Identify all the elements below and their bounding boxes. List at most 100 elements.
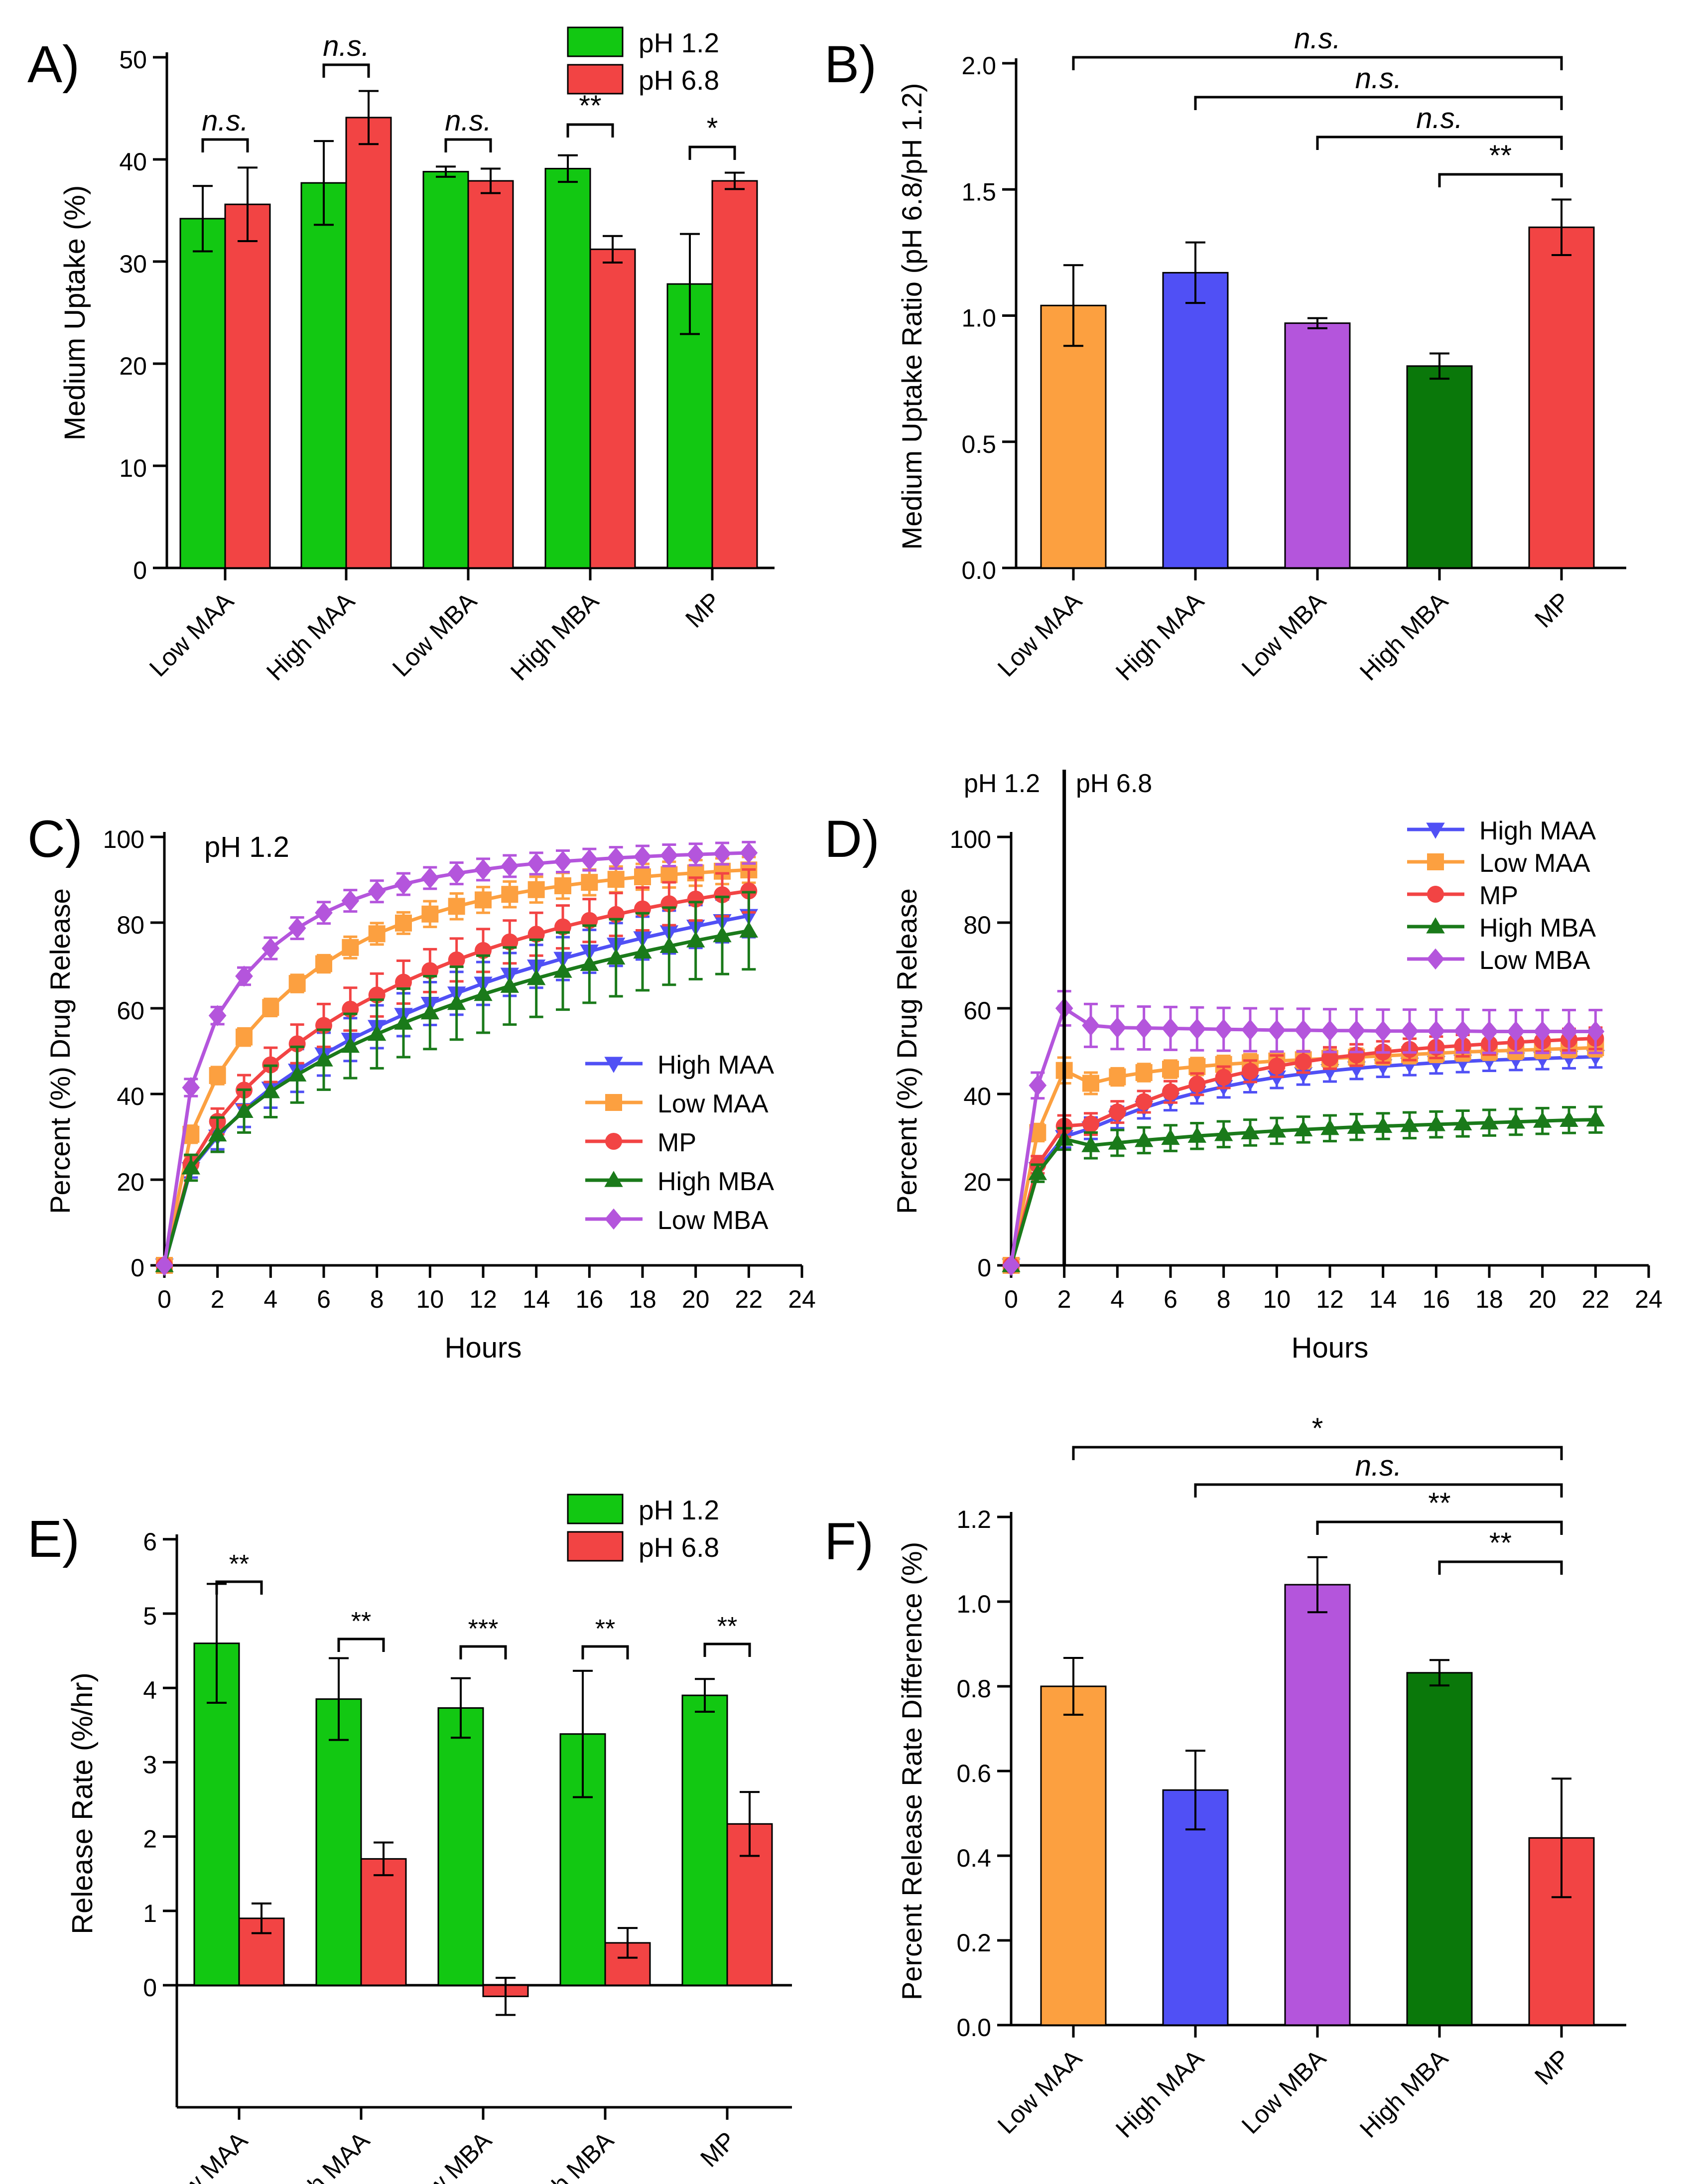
panel-D-series-low-maa-point xyxy=(1082,1075,1099,1092)
panel-C-series-low-maa-point xyxy=(448,898,465,915)
panel-B-bar xyxy=(1040,304,1107,569)
panel-C-series-low-mba-point xyxy=(288,917,306,939)
panel-B-y-tick-label: 0.0 xyxy=(961,556,996,584)
panel-C-series-high-mba-point xyxy=(739,921,759,938)
panel-D-series-high-mba-point xyxy=(1108,1133,1127,1150)
panel-D-series-mp-point xyxy=(1321,1049,1338,1067)
panel-C-series-high-mba-point xyxy=(633,942,652,959)
panel-B-y-tick-label: 0.5 xyxy=(961,430,996,458)
panel-D-x-tick-label: 24 xyxy=(1635,1285,1663,1313)
panel-C-series-high-mba-point xyxy=(447,993,466,1010)
panel-A-significance xyxy=(688,145,736,160)
panel-D-y-tick-label: 40 xyxy=(963,1083,991,1110)
panel-C-series-low-maa-point xyxy=(475,891,492,909)
panel-B-significance-label: n.s. xyxy=(1355,62,1402,95)
panel-D-y-tick-label: 100 xyxy=(950,825,991,853)
panel-A-y-label: Medium Uptake (%) xyxy=(59,185,91,440)
panel-C-series-low-maa-point xyxy=(527,881,545,898)
panel-D-series-high-mba-point xyxy=(1453,1114,1472,1130)
panel-C-series-low-maa-point xyxy=(660,866,678,883)
panel-F-category-label: High MBA xyxy=(1354,2044,1453,2143)
panel-F-significance-label: ** xyxy=(1489,1527,1512,1559)
panel-B-significance xyxy=(1194,96,1563,110)
panel-C-annotation: pH 1.2 xyxy=(204,831,289,863)
panel-E-significance xyxy=(581,1645,629,1659)
panel-D-series-low-mba-point xyxy=(1108,1017,1127,1038)
panel-D-series-low-mba-point xyxy=(1374,1020,1392,1042)
panel-D-x-tick-label: 16 xyxy=(1423,1285,1450,1313)
panel-A-bar-ph68 xyxy=(589,248,636,569)
panel-D-series-high-mba-point xyxy=(1214,1125,1233,1141)
panel-C-series-low-mba-point xyxy=(315,902,333,924)
panel-D-series-high-maa-point xyxy=(1267,1070,1287,1087)
panel-D-series-high-mba-point xyxy=(1161,1128,1180,1145)
panel-C-x-tick-label: 22 xyxy=(735,1285,763,1313)
panel-C-series-high-mba-point xyxy=(606,948,626,965)
panel-C-series-mp-point xyxy=(448,951,465,968)
panel-D-x-tick-label: 22 xyxy=(1582,1285,1610,1313)
panel-A-significance-label: ** xyxy=(579,90,601,122)
panel-C-legend-high-mba-marker xyxy=(604,1171,623,1187)
panel-D-series-low-mba-point xyxy=(1401,1020,1419,1042)
panel-D-series-mp-point xyxy=(1242,1063,1259,1080)
panel-D-series-low-mba-point xyxy=(1453,1020,1472,1042)
panel-D-series-low-mba-point xyxy=(1029,1075,1047,1096)
panel-D-x-tick-label: 10 xyxy=(1263,1285,1291,1313)
panel-D-series-mp-point xyxy=(1268,1058,1286,1075)
panel-B-y-tick-label: 2.0 xyxy=(961,52,996,80)
panel-A-legend-label: pH 6.8 xyxy=(639,65,719,96)
panel-C-series-low-mba-point xyxy=(394,873,412,895)
panel-D-legend-high-maa-marker xyxy=(1426,822,1445,839)
panel-C-series-low-mba-point xyxy=(182,1077,200,1098)
panel-D-legend-low-maa-label: Low MAA xyxy=(1479,849,1590,878)
panel-E-bar-ph12 xyxy=(437,1707,484,1986)
panel-E-legend-label: pH 6.8 xyxy=(639,1532,719,1563)
panel-D-series-low-mba-point xyxy=(1480,1021,1498,1042)
panel-D-series-low-mba-point xyxy=(1586,1021,1605,1042)
panel-C-series-high-mba-point xyxy=(580,955,599,971)
panel-A-category-label: High MBA xyxy=(505,587,604,686)
panel-C-x-tick-label: 16 xyxy=(576,1285,604,1313)
panel-A-significance-label: n.s. xyxy=(323,30,370,62)
panel-D-series-high-mba-point xyxy=(1267,1121,1287,1138)
panel-C-series-high-mba-point xyxy=(208,1125,227,1142)
panel-E-y-tick-label: 3 xyxy=(143,1751,157,1778)
panel-C-series-low-mba-point xyxy=(686,844,705,865)
panel-B-category-label: Low MBA xyxy=(1236,587,1331,682)
panel-D-series-low-mba-point xyxy=(1002,1254,1020,1276)
panel-C-y-tick-label: 80 xyxy=(117,911,144,939)
panel-C-series-low-mba-point xyxy=(261,938,280,959)
panel-F-y-label: Percent Release Rate Difference (%) xyxy=(896,1542,927,2000)
panel-B-label: B) xyxy=(824,35,877,94)
panel-C-series-low-maa-point xyxy=(395,914,412,932)
panel-B-y-tick-label: 1.0 xyxy=(961,304,996,332)
panel-C-series-high-mba-point xyxy=(181,1158,201,1175)
panel-C-series-low-maa-point xyxy=(342,939,359,956)
panel-D-series-mp-point xyxy=(1188,1076,1206,1093)
panel-E-legend-label: pH 1.2 xyxy=(639,1495,719,1525)
panel-C-legend-high-mba-label: High MBA xyxy=(657,1167,774,1196)
panel-D-series-high-mba-point xyxy=(1347,1117,1366,1134)
panel-D-series-mp-point xyxy=(1109,1103,1126,1121)
panel-A-y-tick-label: 50 xyxy=(119,46,147,74)
panel-C-y-tick-label: 60 xyxy=(117,997,144,1025)
panel-D-series-low-mba-point xyxy=(1427,1020,1445,1042)
panel-D-x-tick-label: 12 xyxy=(1316,1285,1344,1313)
panel-C-series-low-mba-point xyxy=(368,880,386,902)
panel-C-series-high-mba-point xyxy=(394,1013,413,1030)
panel-F-category-label: Low MAA xyxy=(992,2044,1087,2139)
panel-D-y-label: Percent (%) Drug Release xyxy=(891,888,922,1214)
panel-C-x-tick-label: 4 xyxy=(263,1285,277,1313)
panel-B-category-label: MP xyxy=(1529,587,1575,633)
panel-D-series-high-mba-point xyxy=(1373,1116,1393,1133)
panel-B-significance-label: n.s. xyxy=(1416,102,1463,135)
panel-B-y-tick-label: 1.5 xyxy=(961,178,996,206)
panel-D-legend-high-mba-marker xyxy=(1426,917,1445,934)
panel-D-legend-mp-marker xyxy=(1427,886,1444,903)
panel-E-bar-ph68 xyxy=(726,1823,773,1986)
panel-C-series-high-mba-point xyxy=(659,937,679,953)
panel-D-series-mp-point xyxy=(1295,1053,1312,1071)
panel-A-significance xyxy=(201,138,249,152)
panel-D-label: D) xyxy=(824,810,880,868)
panel-D-series-low-mba-point xyxy=(1241,1019,1259,1041)
